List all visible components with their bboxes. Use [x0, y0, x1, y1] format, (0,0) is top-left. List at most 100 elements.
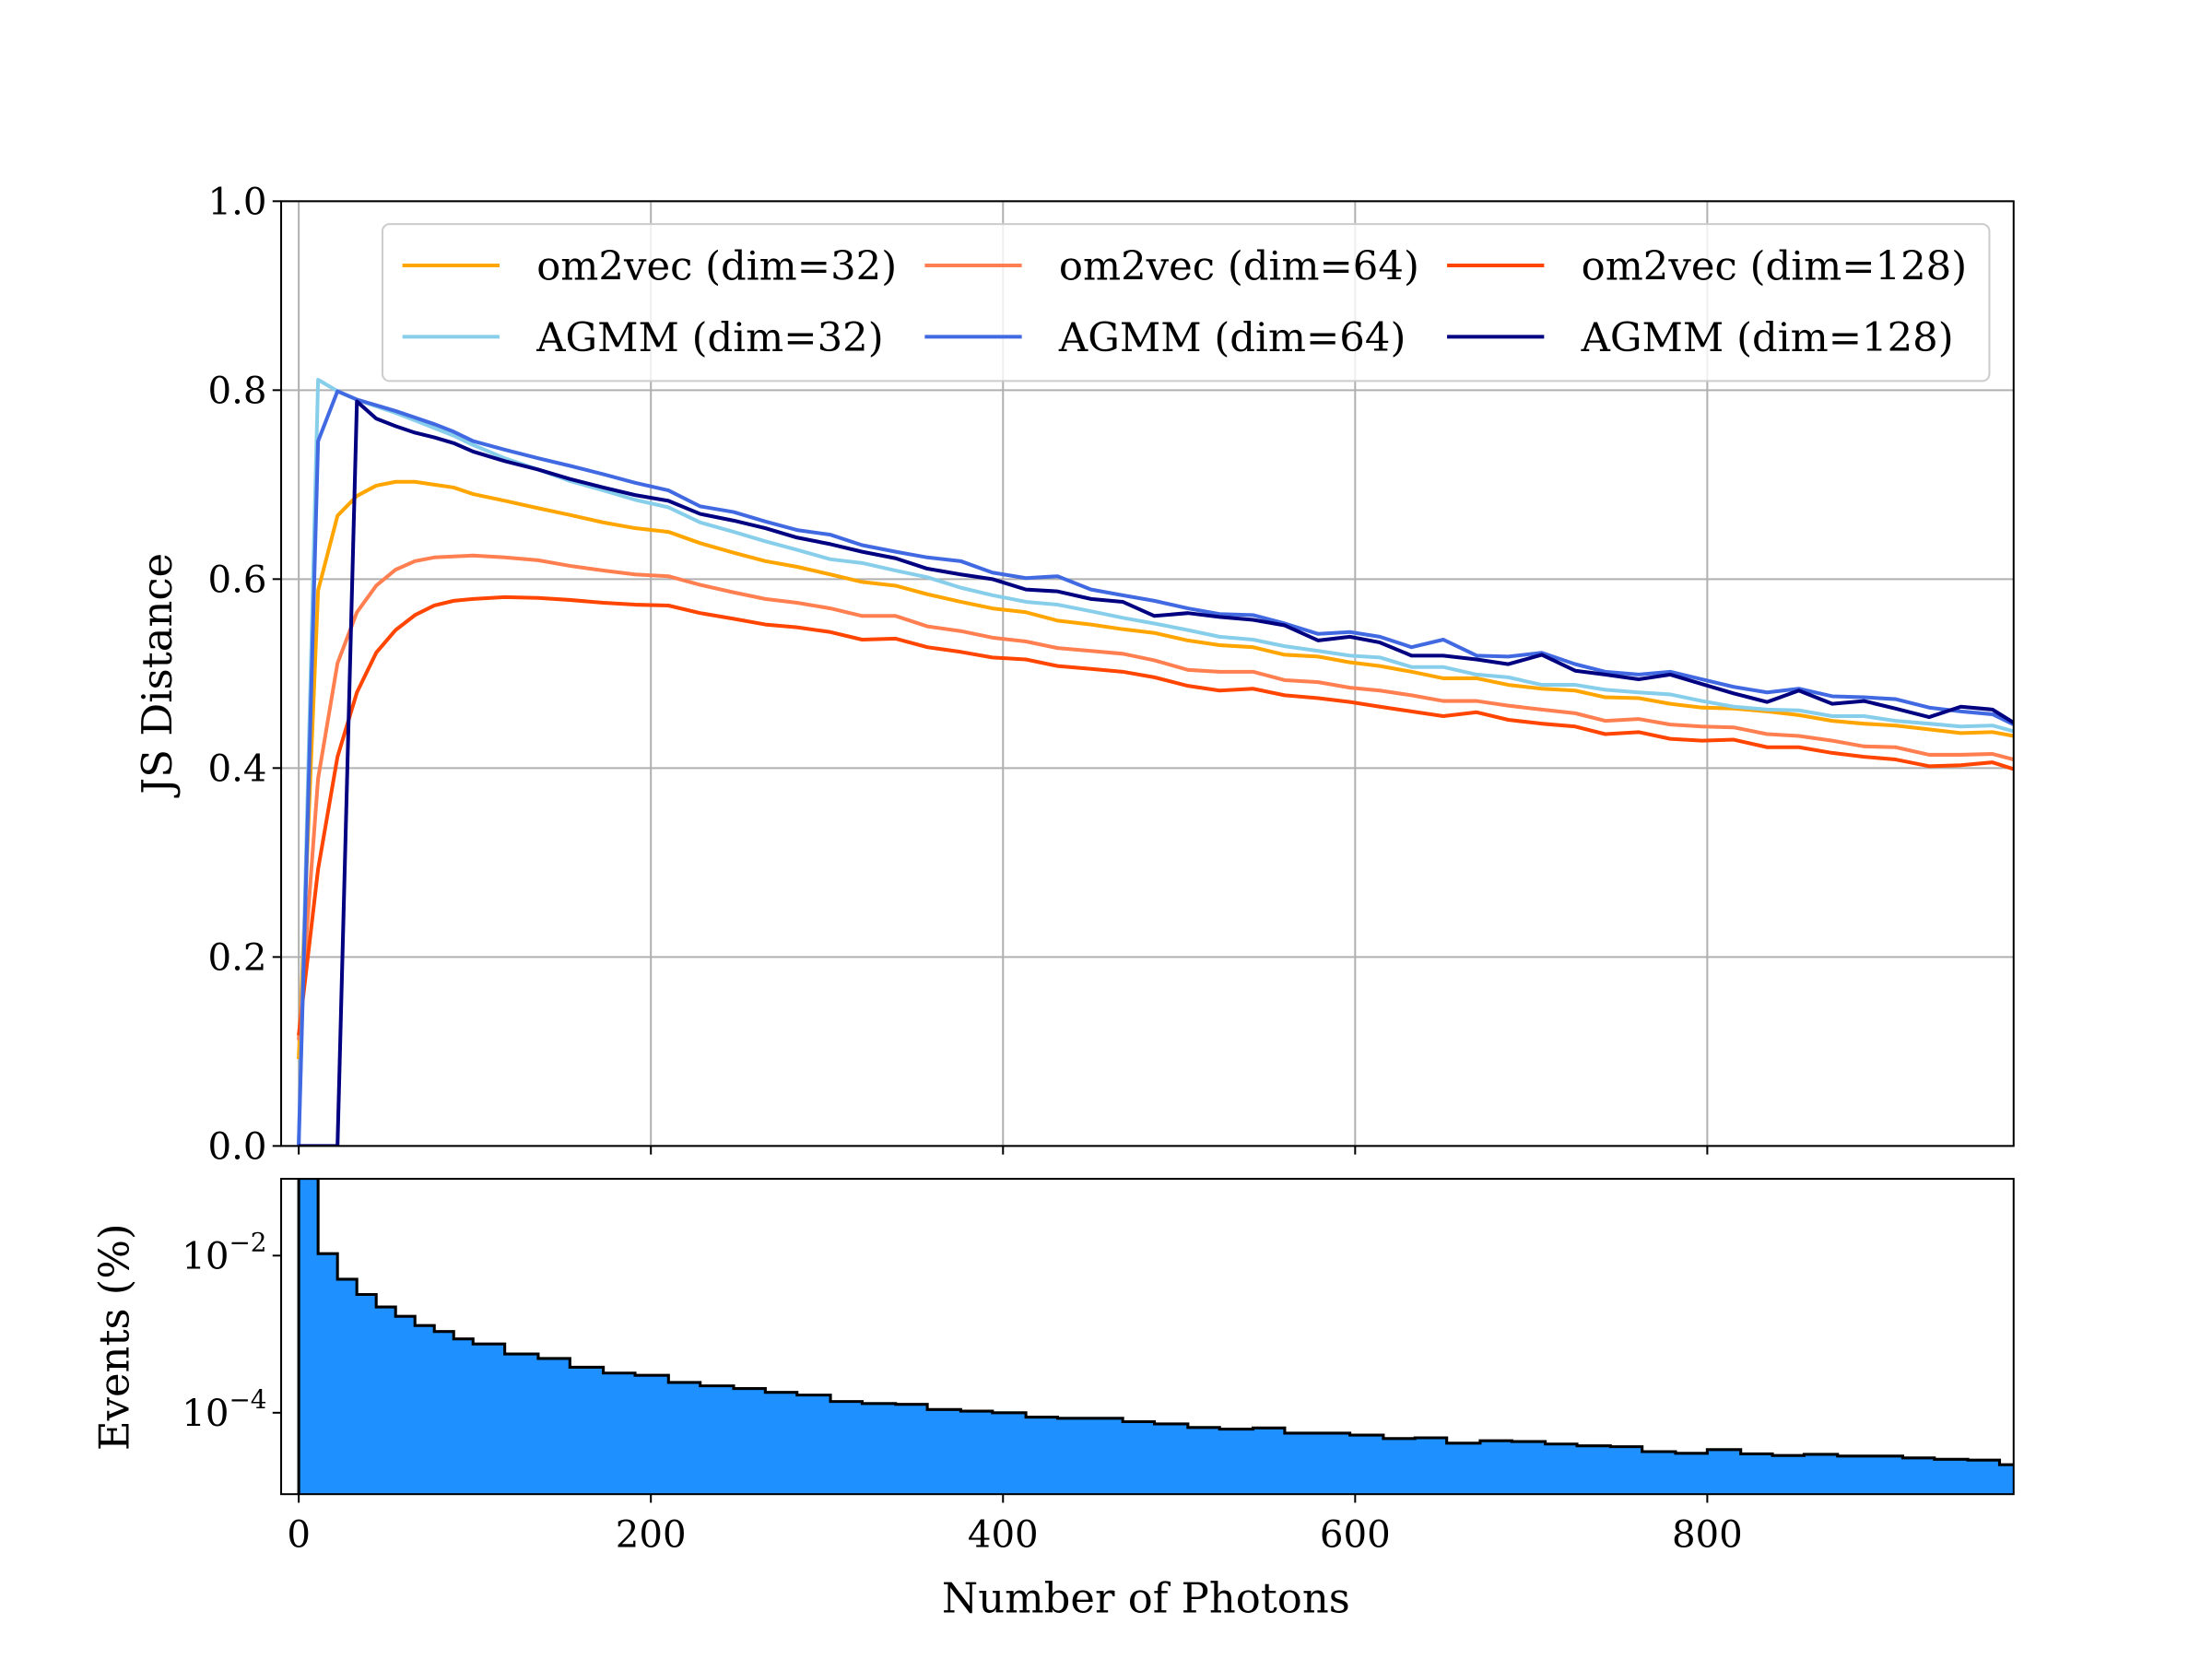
legend-item: om2vec (dim=128): [1447, 243, 1967, 289]
histogram-bar: [1349, 1435, 1384, 1495]
legend-box: [381, 223, 1991, 382]
histogram-bar: [1026, 1417, 1058, 1495]
legend-label: AGMM (dim=32): [535, 315, 883, 361]
histogram-bar: [504, 1354, 539, 1495]
histogram-bar: [1382, 1438, 1416, 1495]
histogram-bar: [1154, 1423, 1189, 1495]
histogram-bar: [415, 1325, 435, 1495]
legend-label: om2vec (dim=64): [1059, 243, 1419, 289]
histogram-bar: [895, 1404, 928, 1495]
legend-label: om2vec (dim=128): [1582, 243, 1968, 289]
histogram-bar: [318, 1253, 338, 1495]
histogram-bar: [862, 1403, 897, 1495]
histogram-bar: [668, 1382, 701, 1495]
histogram-bars: [297, 1178, 2014, 1495]
histogram-bar: [1446, 1442, 1481, 1495]
legend-item: AGMM (dim=128): [1447, 315, 1954, 361]
histogram-bar: [337, 1278, 358, 1495]
x-tick-label: 400: [968, 1513, 1039, 1556]
histogram-bar: [1479, 1441, 1512, 1495]
histogram-bar: [434, 1331, 454, 1495]
histogram-bar: [1804, 1453, 1839, 1495]
histogram-bar: [603, 1372, 636, 1495]
histogram-outline: [297, 1178, 2014, 1495]
histogram-bar: [357, 1294, 377, 1495]
y-tick-label: 1.0: [208, 181, 267, 223]
x-tick-label: 200: [616, 1513, 687, 1556]
series-line-5: [297, 389, 2014, 1147]
histogram-bar: [1577, 1445, 1611, 1495]
series-line-6: [299, 399, 2014, 1147]
series-line-4: [297, 378, 2014, 1147]
histogram-bar: [635, 1375, 669, 1495]
histogram-bar: [960, 1411, 994, 1495]
histogram-bar: [1318, 1432, 1351, 1495]
histogram-bar: [1284, 1432, 1319, 1495]
histogram-bar: [1123, 1421, 1156, 1495]
histogram-bar: [1545, 1443, 1578, 1495]
histogram-bar: [1869, 1455, 1903, 1495]
axes-frame: [280, 200, 2015, 1147]
x-tick-label: 600: [1320, 1513, 1391, 1556]
histogram-bar: [1512, 1441, 1547, 1495]
x-axis-label: Number of Photons: [942, 1574, 1350, 1623]
series-line-1: [297, 479, 2014, 1060]
x-tick-label: 800: [1672, 1513, 1743, 1556]
histogram-bar: [1187, 1427, 1220, 1495]
y-tick-label: 10−4: [182, 1384, 266, 1435]
histogram-bar: [1090, 1418, 1124, 1495]
histogram-bar: [537, 1358, 571, 1495]
histogram-bar: [1902, 1457, 1936, 1495]
histogram-bar: [1934, 1459, 1969, 1495]
histogram-bar: [453, 1338, 474, 1495]
histogram-bar: [1641, 1452, 1677, 1495]
histogram-bar: [796, 1394, 831, 1495]
histogram-bar: [1219, 1429, 1253, 1495]
histogram-bar: [927, 1409, 961, 1495]
histogram-bar: [1675, 1453, 1708, 1495]
legend: om2vec (dim=32) om2vec (dim=64) om2vec (di…: [381, 223, 1991, 382]
histogram-bar: [1740, 1453, 1773, 1495]
histogram-bar: [1999, 1465, 2014, 1495]
y-tick-label: 0.8: [208, 370, 267, 412]
legend-label: AGMM (dim=64): [1058, 315, 1406, 361]
legend-item: om2vec (dim=64): [924, 243, 1419, 289]
histogram-bar: [299, 1178, 319, 1495]
y-axis-label-events: Events (%): [89, 1224, 138, 1452]
histogram-bar: [376, 1307, 396, 1495]
y-tick-label: 0.4: [208, 747, 267, 790]
series-lines: [297, 378, 2014, 1147]
histogram-bar: [765, 1392, 798, 1495]
histogram-bar: [700, 1385, 735, 1495]
histogram-bar: [1707, 1449, 1742, 1495]
x-tick-label: 0: [287, 1513, 311, 1556]
histogram-bar: [1415, 1437, 1448, 1495]
series-line-3: [297, 594, 2014, 1036]
histogram-bar: [992, 1412, 1027, 1495]
y-tick-label: 0.6: [208, 559, 267, 601]
legend-label: om2vec (dim=32): [536, 243, 897, 289]
histogram-bar: [1610, 1446, 1643, 1495]
histogram-bar: [570, 1367, 605, 1495]
y-axis-label-js-distance: JS Distance: [133, 553, 182, 798]
histogram-bar: [1772, 1455, 1805, 1495]
y-tick-label: 0.2: [208, 936, 267, 979]
histogram-bar: [1968, 1460, 2000, 1495]
histogram-bar: [395, 1316, 416, 1495]
legend-item: om2vec (dim=32): [402, 243, 897, 289]
y-tick-label: 10−2: [182, 1228, 266, 1278]
legend-label: AGMM (dim=128): [1581, 315, 1954, 361]
axes-frame: [280, 1177, 2015, 1496]
y-tick-label: 0.0: [208, 1125, 267, 1168]
legend-item: AGMM (dim=32): [402, 315, 884, 361]
histogram-bar: [1837, 1455, 1870, 1495]
series-line-2: [297, 553, 2014, 1041]
histogram-bar: [830, 1401, 863, 1495]
legend-item: AGMM (dim=64): [924, 315, 1406, 361]
histogram-bar: [733, 1388, 766, 1495]
histogram-bar: [1253, 1428, 1286, 1495]
histogram-bar: [1057, 1418, 1092, 1495]
histogram-bar: [473, 1344, 506, 1495]
